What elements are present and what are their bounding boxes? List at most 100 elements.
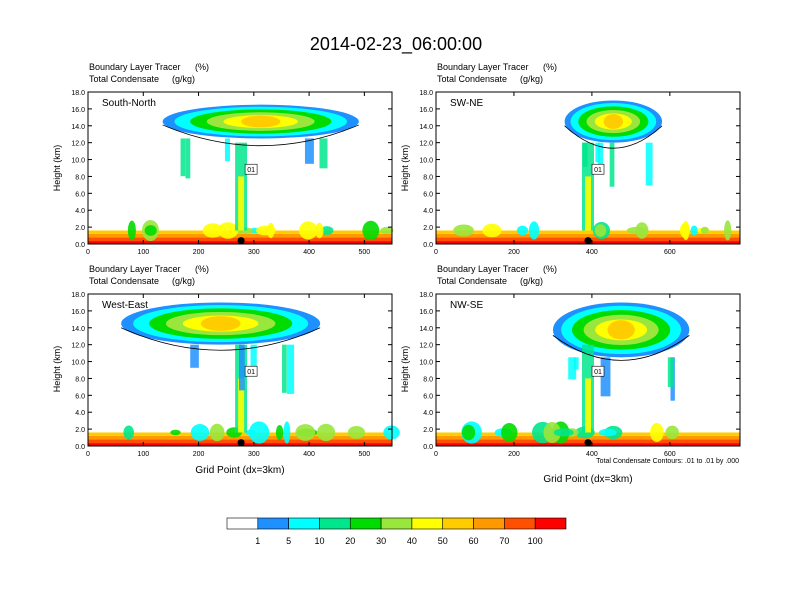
shallow-cloud	[299, 221, 318, 240]
y-tick-label: 6.0	[75, 393, 85, 400]
shallow-cloud	[543, 421, 561, 443]
anvil-layer	[200, 316, 241, 331]
colorbar-label: 60	[469, 536, 479, 546]
y-tick-label: 4.0	[423, 410, 433, 417]
shallow-cloud	[275, 425, 284, 440]
panel-tracer-units: (%)	[195, 264, 209, 274]
fall-streak	[238, 344, 245, 391]
fall-streak	[667, 357, 675, 387]
condensate-contour	[162, 124, 359, 146]
surface-marker	[584, 237, 592, 245]
shallow-cloud	[516, 225, 529, 236]
contour-label: 01	[594, 369, 602, 376]
panel-tracer-units: (%)	[543, 264, 557, 274]
fall-streak	[609, 142, 615, 187]
x-tick-label: 500	[359, 451, 371, 458]
shallow-cloud	[267, 222, 275, 239]
shallow-cloud	[700, 226, 710, 235]
panel-condensate-units: (g/kg)	[172, 276, 195, 286]
x-tick-label: 0	[86, 451, 90, 458]
condensate-contour	[552, 335, 690, 361]
y-tick-label: 18.0	[419, 90, 433, 97]
y-tick-label: 14.0	[419, 326, 433, 333]
x-tick-label: 100	[137, 249, 149, 256]
shallow-cloud	[144, 225, 157, 236]
panel-condensate-label: Total Condensate	[89, 276, 159, 286]
colorbar-swatch	[288, 517, 320, 530]
x-tick-label: 400	[303, 249, 315, 256]
anvil-layer	[241, 115, 281, 128]
contour-note: Total Condensate Contours: .01 to .01 by…	[596, 458, 739, 465]
panel-name: NW-SE	[450, 300, 483, 311]
shallow-cloud	[209, 423, 225, 442]
y-tick-label: 2.0	[423, 225, 433, 232]
figure-title: 2014-02-23_06:00:00	[310, 34, 482, 55]
shallow-cloud	[295, 424, 316, 441]
x-tick-label: 400	[586, 249, 598, 256]
y-axis-label: Height (km)	[52, 145, 62, 192]
panel-condensate-label: Total Condensate	[89, 74, 159, 84]
panel-condensate-units: (g/kg)	[172, 74, 195, 84]
y-tick-label: 8.0	[423, 174, 433, 181]
y-tick-label: 14.0	[71, 326, 85, 333]
shallow-cloud	[380, 226, 394, 235]
colorbar: 1 5 10 20 30 40 50 60 70 100	[226, 517, 567, 546]
colorbar-swatch	[226, 517, 259, 530]
plot-area: 01	[436, 302, 740, 447]
fall-streak	[573, 357, 579, 370]
y-tick-label: 4.0	[75, 208, 85, 215]
plot-frame	[87, 91, 393, 245]
shallow-cloud	[320, 226, 334, 235]
x-tick-label: 0	[434, 249, 438, 256]
fall-streak	[582, 142, 588, 167]
plot-frame	[435, 293, 741, 447]
surface-marker	[237, 237, 245, 245]
y-tick-label: 0.0	[75, 242, 85, 249]
shallow-cloud	[598, 428, 617, 437]
shallow-cloud	[170, 429, 181, 436]
surface-marker	[237, 439, 245, 447]
y-tick-label: 14.0	[419, 124, 433, 131]
y-tick-label: 2.0	[75, 225, 85, 232]
x-tick-label: 600	[664, 451, 676, 458]
panel-tracer-label: Boundary Layer Tracer	[437, 264, 529, 274]
shallow-cloud	[283, 421, 291, 444]
y-tick-label: 16.0	[71, 309, 85, 316]
shallow-cloud	[127, 220, 136, 241]
fall-streak	[286, 344, 295, 394]
fall-streak	[568, 357, 577, 380]
y-tick-label: 16.0	[419, 107, 433, 114]
fall-streak	[319, 138, 328, 169]
convective-core	[238, 176, 245, 231]
fall-streak	[282, 344, 287, 393]
shallow-cloud	[202, 223, 223, 238]
shallow-cloud	[316, 423, 336, 442]
fall-streak	[185, 138, 191, 179]
tracer-band	[436, 233, 740, 238]
fall-streak	[224, 138, 231, 162]
contour-label: 01	[247, 369, 255, 376]
colorbar-label: 1	[255, 536, 260, 546]
y-tick-label: 10.0	[419, 360, 433, 367]
fall-streak	[180, 138, 186, 177]
convective-core	[585, 176, 591, 231]
panel-tracer-units: (%)	[543, 62, 557, 72]
shallow-cloud	[347, 426, 366, 439]
plot-area: 01	[88, 104, 394, 245]
y-tick-label: 12.0	[71, 141, 85, 148]
x-axis-label: Grid Point (dx=3km)	[195, 465, 284, 476]
panel-west-east: Boundary Layer Tracer (%) Total Condensa…	[52, 264, 400, 476]
fall-streak	[304, 138, 314, 164]
y-tick-label: 6.0	[75, 191, 85, 198]
y-tick-label: 10.0	[71, 360, 85, 367]
colorbar-label: 30	[376, 536, 386, 546]
shallow-cloud	[682, 220, 690, 241]
shallow-cloud	[650, 422, 664, 442]
fall-streak	[250, 344, 257, 368]
shallow-cloud	[190, 424, 210, 441]
y-axis-label: Height (km)	[400, 346, 410, 393]
panel-condensate-units: (g/kg)	[520, 74, 543, 84]
panel-condensate-label: Total Condensate	[437, 276, 507, 286]
convective-core	[585, 378, 591, 433]
surface-marker	[584, 439, 592, 447]
